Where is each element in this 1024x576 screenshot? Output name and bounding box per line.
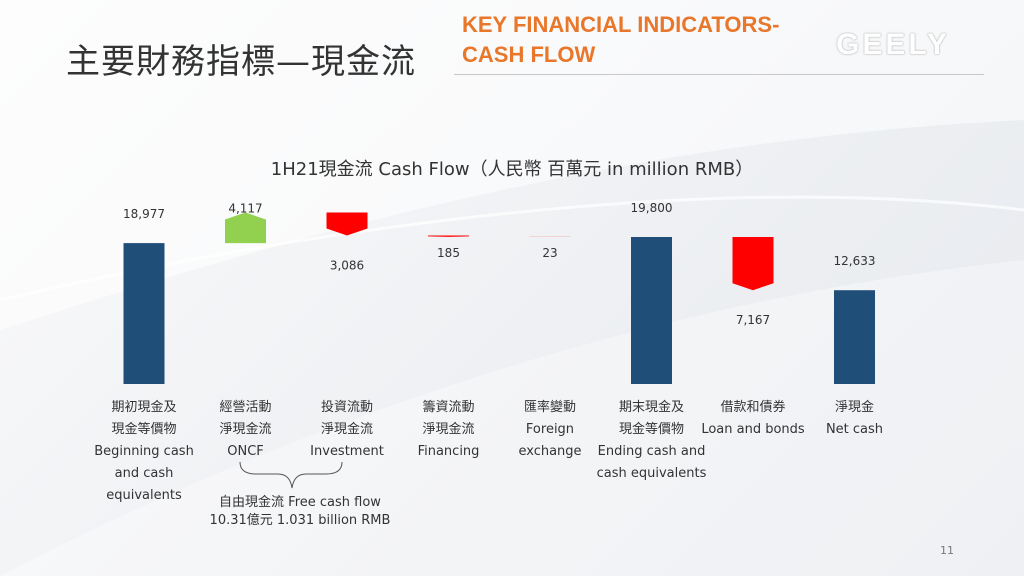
category-label-line: 淨現金流 [219,422,272,437]
title-en-line2: CASH FLOW [462,42,596,67]
fcf-bracket [239,461,343,489]
category-label-5: 期末現金及現金等價物 Ending cash and cash equivalent… [597,397,707,485]
free-cash-flow-annotation: 自由現金流 Free cash flow 10.31億元 1.031 billi… [190,494,410,530]
category-label-line: Foreign [525,422,575,437]
data-label-2: 3,086 [330,258,364,272]
category-label-line: Net cash [825,422,884,437]
page-title-english: KEY FINANCIAL INDICATORS- CASH FLOW [462,10,779,70]
category-label-1: 經營活動淨現金流 ONCF [191,397,301,463]
category-label-4: 匯率變動 Foreign exchange [495,397,605,463]
category-label-7: 淨現金 Net cash [800,397,910,441]
category-label-line: exchange [518,444,582,459]
data-label-5: 19,800 [631,201,673,215]
category-label-line: 投資流動 [320,400,373,415]
category-label-line: Loan and bonds [701,422,805,437]
geely-logo: GEELY [836,28,950,61]
data-label-0: 18,977 [123,207,165,221]
title-en-line1: KEY FINANCIAL INDICATORS- [462,12,780,37]
bar-total-7 [834,290,875,384]
category-label-line: 現金等價物 [618,422,684,437]
bar-increase-1 [225,212,266,244]
data-label-3: 185 [437,246,460,260]
category-label-line: ONCF [227,444,264,459]
category-label-line: and cash [114,466,174,481]
category-label-line: Beginning cash [94,444,194,459]
bar-decrease-3 [428,235,469,237]
data-label-4: 23 [542,246,557,260]
bar-decrease-6 [732,237,774,291]
category-label-line: Ending cash and [597,444,706,459]
category-label-3: 籌資流動淨現金流 Financing [394,397,504,463]
category-label-line: 籌資流動 [422,400,475,415]
category-label-line: 經營活動 [219,400,272,415]
title-divider [454,74,984,75]
data-label-7: 12,633 [834,254,876,268]
category-label-line: 淨現金 [834,400,874,415]
category-label-line: Financing [417,444,480,459]
page-title: 主要財務指標—現金流 [66,42,416,82]
category-label-line: 淨現金流 [320,422,373,437]
bar-total-0 [123,243,165,384]
fcf-line2: 10.31億元 1.031 billion RMB [209,513,391,528]
data-label-1: 4,117 [228,202,262,216]
category-label-line: equivalents [106,488,182,503]
category-label-line: 淨現金流 [422,422,475,437]
category-label-line: 期末現金及 [618,400,684,415]
bar-total-5 [631,237,672,384]
data-label-6: 7,167 [736,313,770,327]
category-label-line: 現金等價物 [111,422,177,437]
category-label-0: 期初現金及現金等價物 Beginning cash and cash equivale… [89,397,199,507]
category-label-6: 借款和債券 Loan and bonds [698,397,808,441]
bar-decrease-2 [326,212,368,236]
category-label-line: Investment [310,444,384,459]
category-label-line: 期初現金及 [111,400,177,415]
category-label-2: 投資流動淨現金流 Investment [292,397,402,463]
category-label-line: 匯率變動 [523,400,576,415]
fcf-line1: 自由現金流 Free cash flow [219,495,381,510]
category-label-line: cash equivalents [596,466,707,481]
category-label-line: 借款和債券 [720,400,786,415]
page-number: 11 [940,544,954,557]
chart-title: 1H21現金流 Cash Flow（人民幣 百萬元 in million RMB… [270,159,754,180]
